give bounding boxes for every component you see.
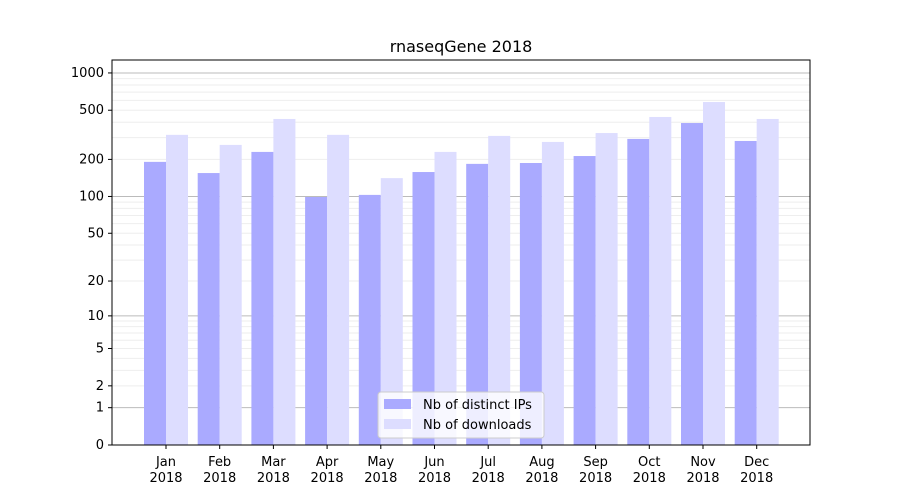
x-tick-label: Sep 2018 xyxy=(579,455,612,486)
bar-distinct-ips xyxy=(251,151,274,445)
legend-swatch xyxy=(384,419,411,429)
legend-label: Nb of distinct IPs xyxy=(423,398,532,413)
y-tick-label: 1000 xyxy=(71,66,104,81)
bar-downloads xyxy=(756,118,779,445)
x-tick-label: Aug 2018 xyxy=(525,455,558,486)
y-tick-label: 1 xyxy=(96,401,104,416)
legend-label: Nb of downloads xyxy=(423,418,532,433)
bar-distinct-ips xyxy=(627,138,650,445)
x-tick-label: May 2018 xyxy=(364,455,397,486)
y-tick-label: 500 xyxy=(79,103,104,118)
x-tick-label: Jul 2018 xyxy=(472,455,505,486)
bar-distinct-ips xyxy=(466,163,489,445)
x-tick-label: Oct 2018 xyxy=(633,455,666,486)
bar-distinct-ips xyxy=(305,197,328,445)
y-tick-label: 10 xyxy=(87,309,104,324)
bar-distinct-ips xyxy=(197,173,220,445)
x-tick-label: Nov 2018 xyxy=(686,455,719,486)
y-tick-label: 2 xyxy=(96,379,104,394)
bar-downloads xyxy=(327,134,350,445)
legend-swatch xyxy=(384,399,411,409)
bar-downloads xyxy=(488,135,511,445)
bar-distinct-ips xyxy=(573,156,596,445)
y-tick-label: 50 xyxy=(87,226,104,241)
y-tick-label: 0 xyxy=(96,438,104,453)
bar-downloads xyxy=(703,102,725,445)
bar-distinct-ips xyxy=(681,123,703,445)
x-tick-label: Dec 2018 xyxy=(740,455,773,486)
y-tick-label: 5 xyxy=(96,342,104,357)
x-tick-label: Apr 2018 xyxy=(311,455,344,486)
bar-distinct-ips xyxy=(358,194,381,445)
chart-title: rnaseqGene 2018 xyxy=(390,37,533,56)
bar-downloads xyxy=(649,116,672,445)
y-tick-label: 100 xyxy=(79,189,104,204)
bar-downloads xyxy=(380,178,403,445)
bar-downloads xyxy=(541,141,564,445)
bar-downloads xyxy=(595,133,618,445)
x-tick-label: Jun 2018 xyxy=(418,455,451,486)
x-tick-label: Mar 2018 xyxy=(257,455,290,486)
bar-downloads xyxy=(166,134,188,445)
bar-distinct-ips xyxy=(144,161,166,445)
x-tick-label: Jan 2018 xyxy=(149,455,182,486)
y-tick-label: 20 xyxy=(87,274,104,289)
bar-downloads xyxy=(273,118,296,445)
plot-frame xyxy=(111,59,811,446)
bar-downloads xyxy=(434,151,457,445)
legend-box xyxy=(377,391,545,439)
y-tick-label: 200 xyxy=(79,152,104,167)
bar-downloads xyxy=(219,144,242,446)
x-tick-label: Feb 2018 xyxy=(203,455,236,486)
bar-distinct-ips xyxy=(734,140,757,445)
bar-distinct-ips xyxy=(412,172,435,445)
bar-distinct-ips xyxy=(519,163,542,445)
